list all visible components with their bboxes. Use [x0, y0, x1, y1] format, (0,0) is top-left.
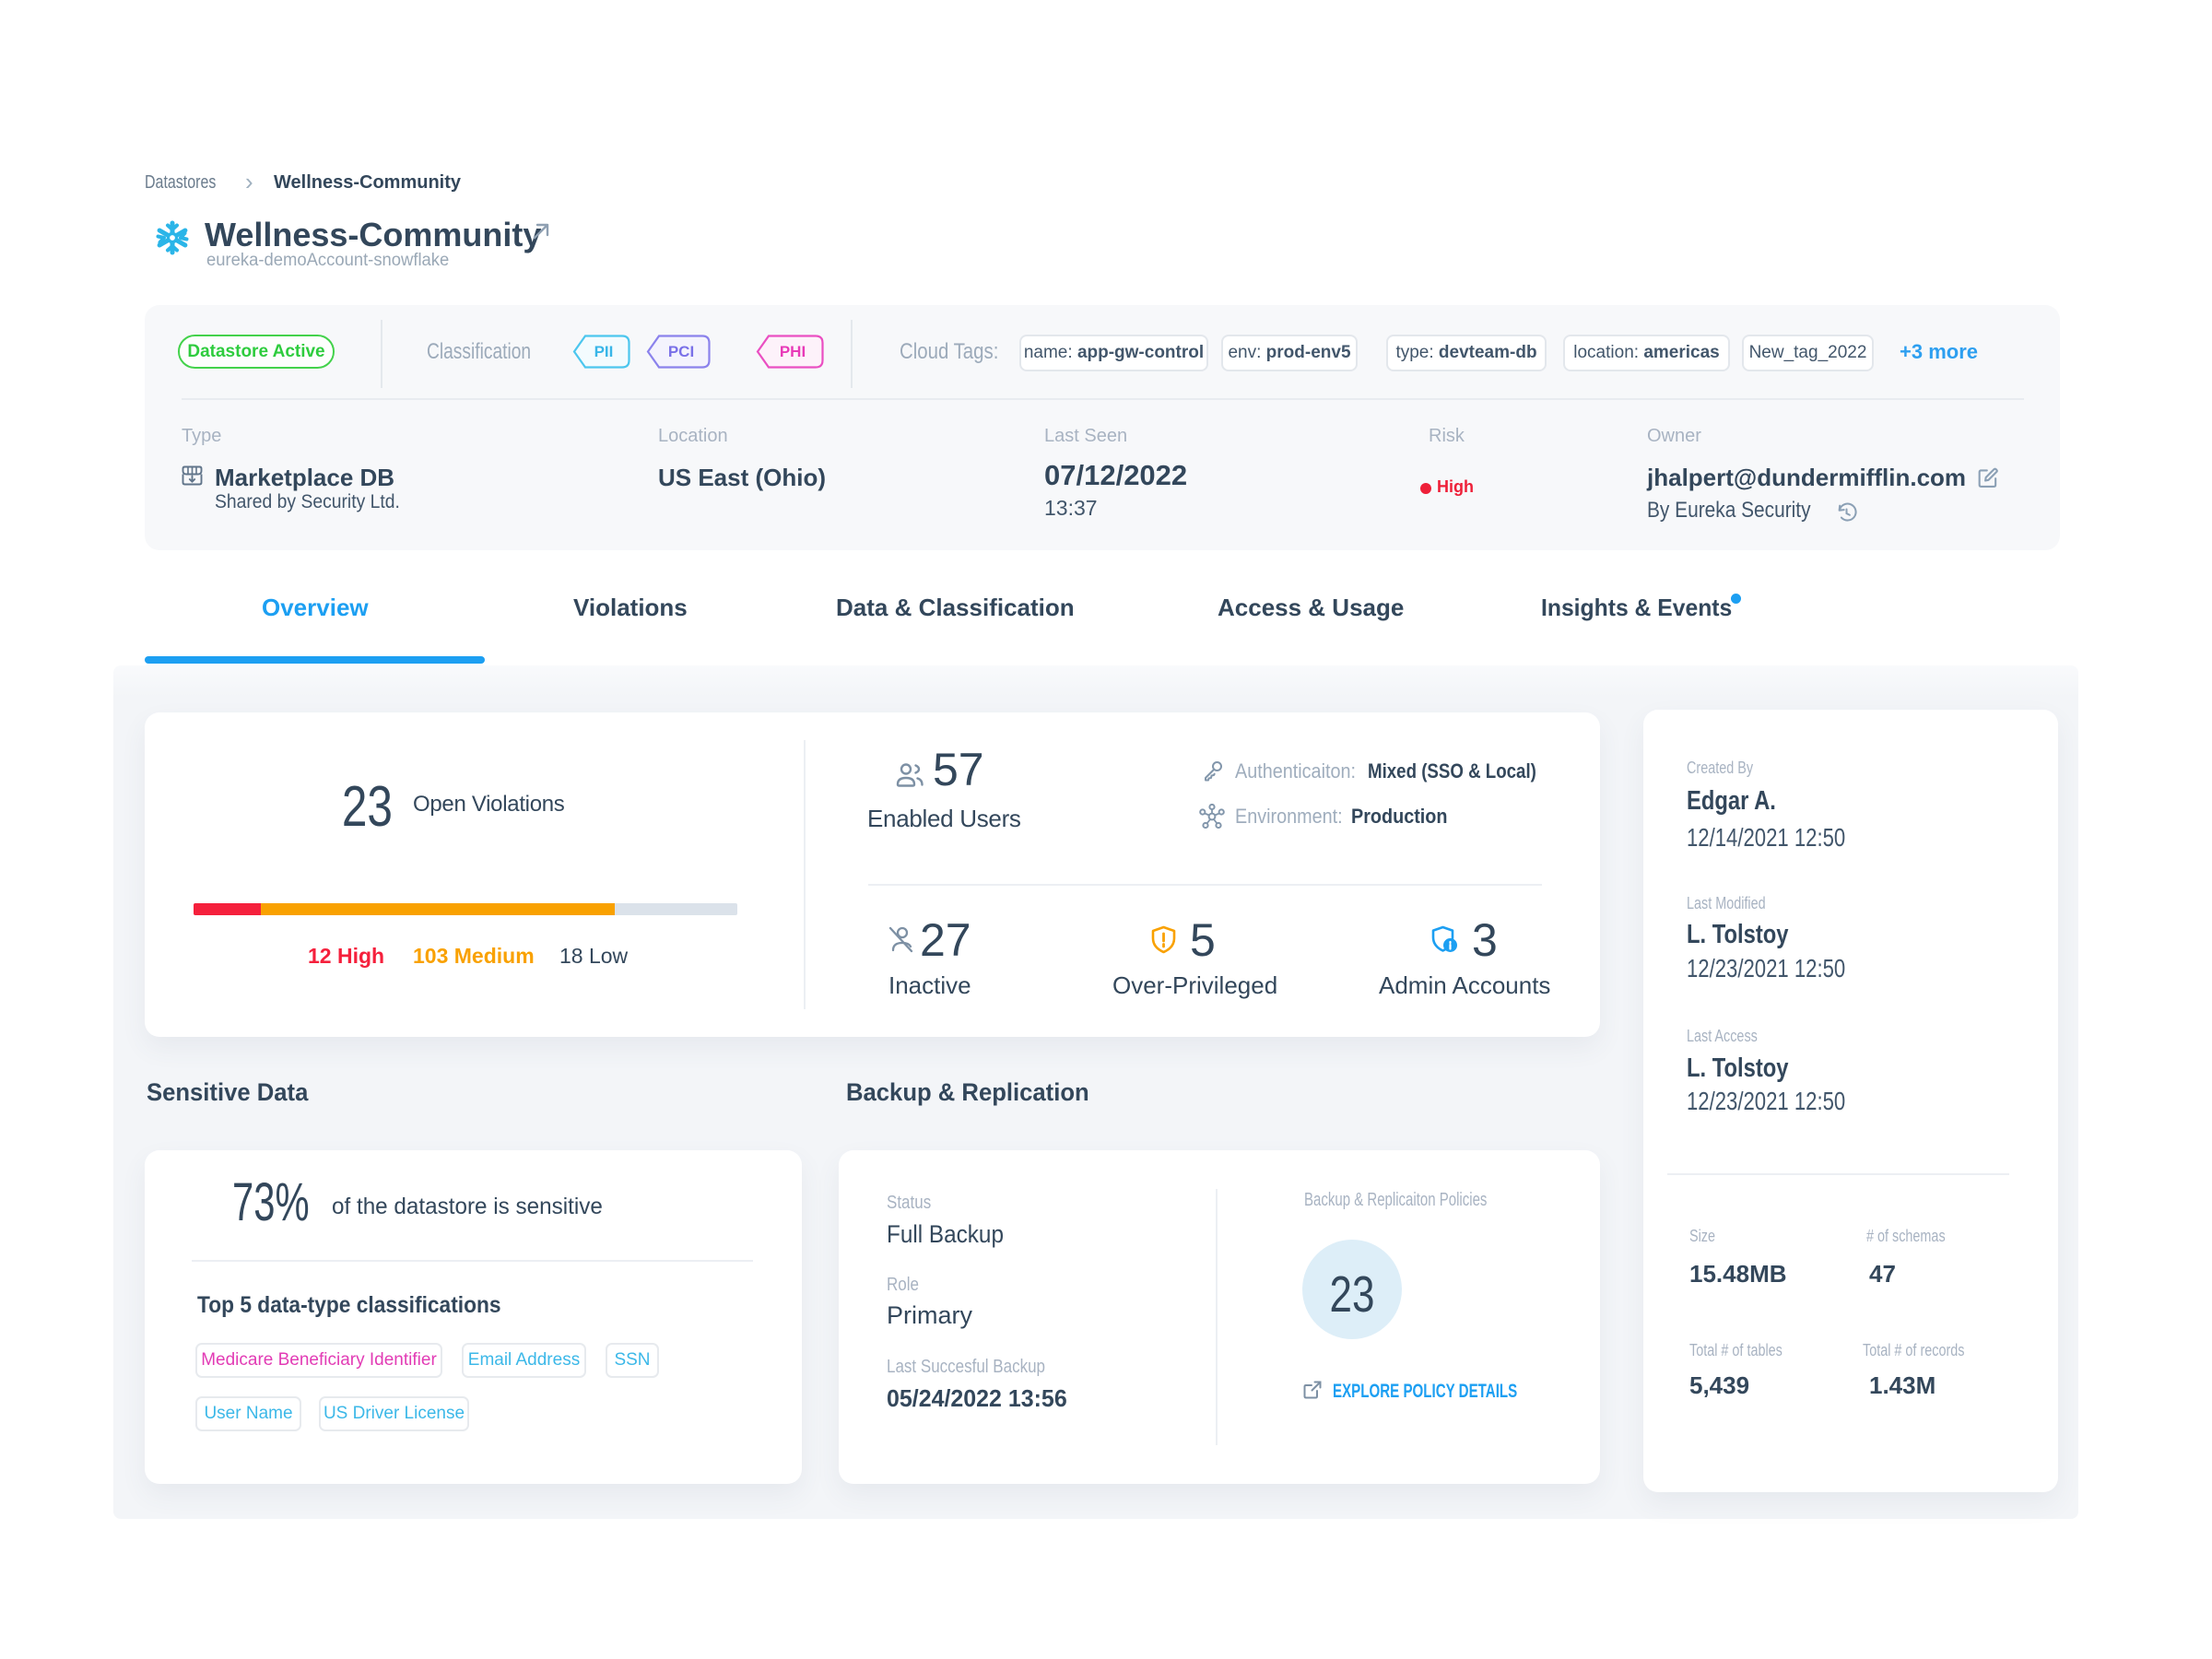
svg-text:PHI: PHI: [780, 343, 806, 360]
svg-text:PII: PII: [594, 343, 614, 360]
svg-text:PCI: PCI: [668, 343, 694, 360]
